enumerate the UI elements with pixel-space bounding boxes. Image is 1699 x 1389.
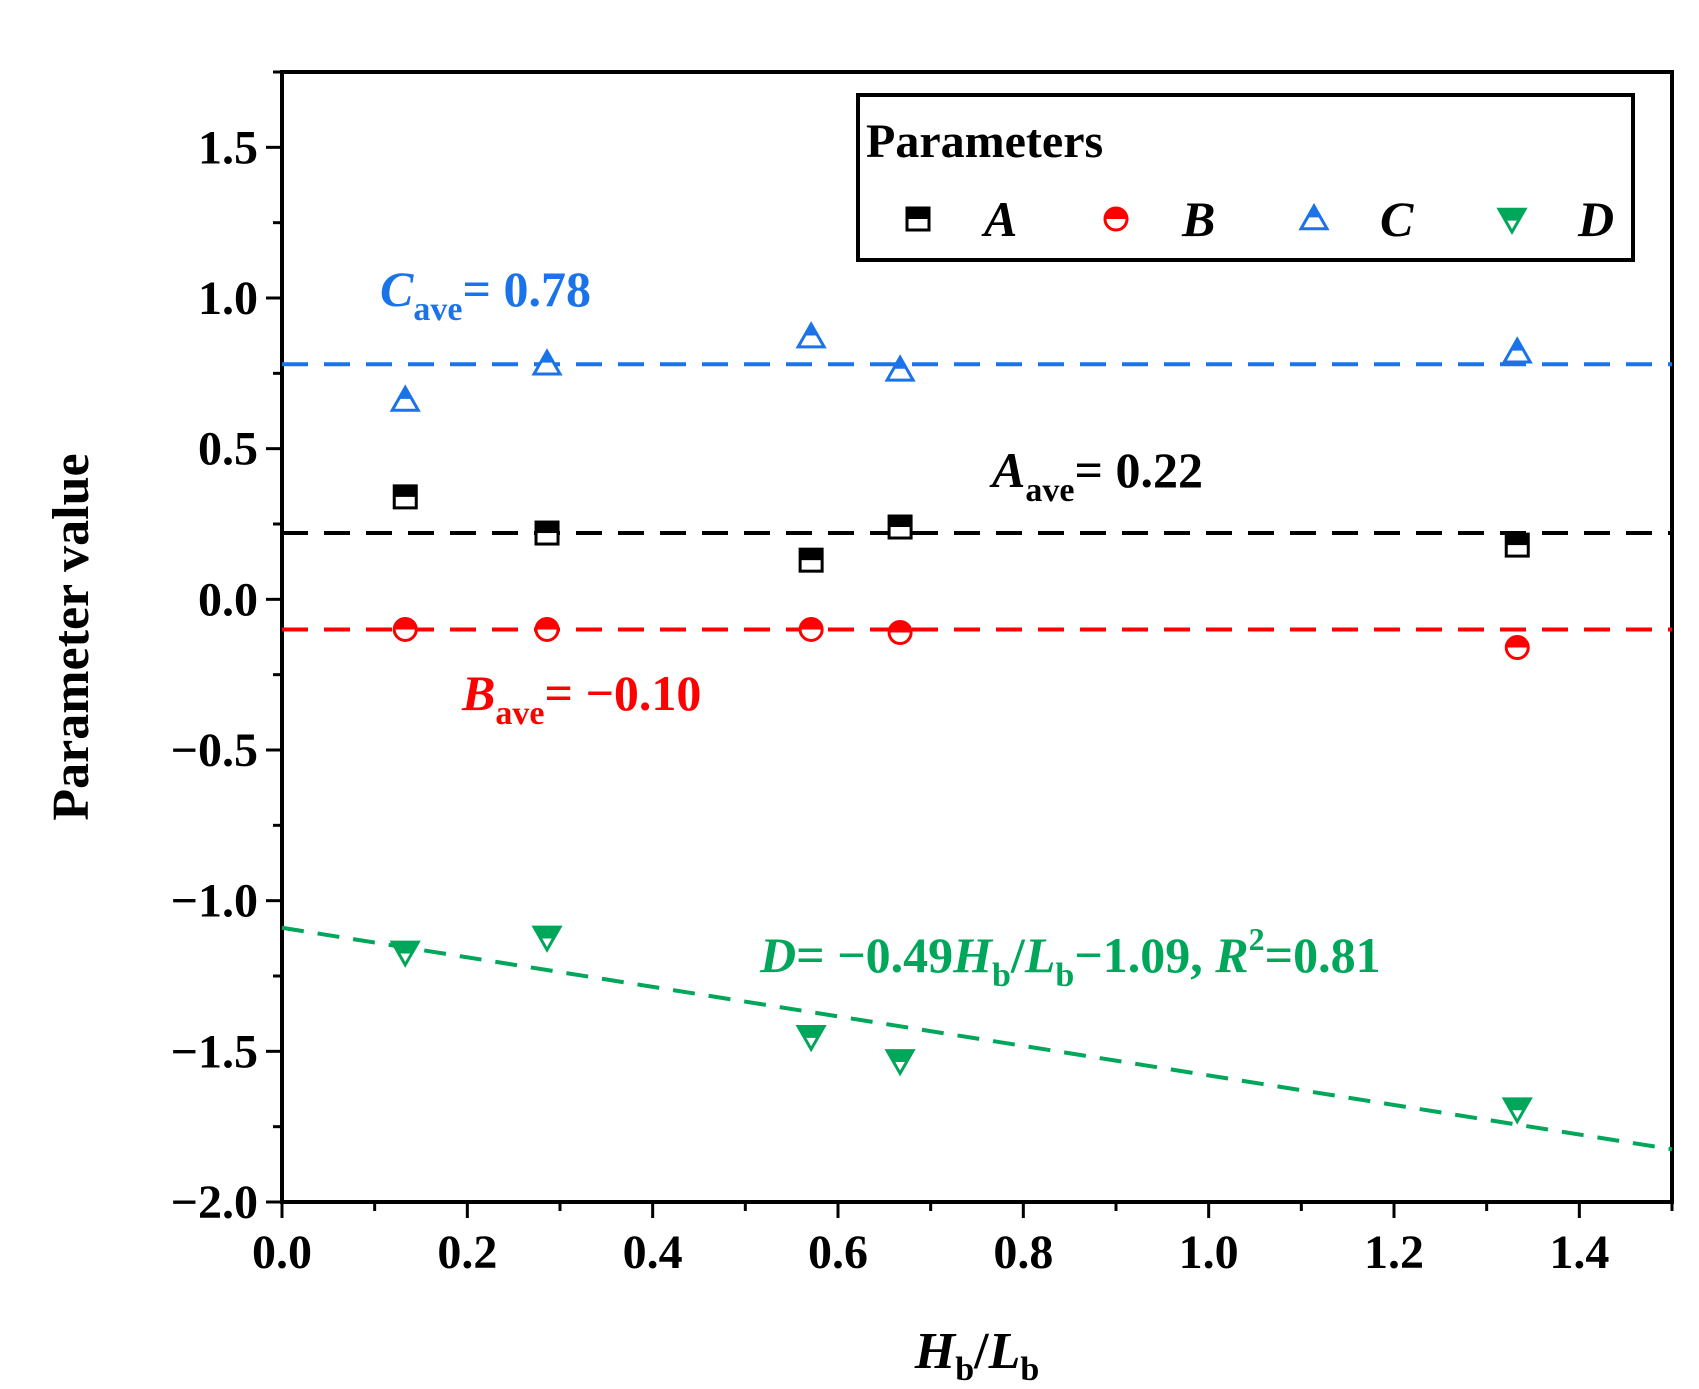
a-average-label: Aave= 0.22 xyxy=(989,442,1203,509)
legend-label-c: C xyxy=(1380,191,1414,247)
point-b xyxy=(392,616,418,642)
d-fit-equation: D= −0.49Hb/Lb−1.09, R2=0.81 xyxy=(759,921,1381,994)
legend-marker-d xyxy=(1496,207,1528,236)
point-a xyxy=(392,484,418,510)
x-tick-label: 0.2 xyxy=(437,1226,497,1279)
plot-frame xyxy=(280,70,1674,1204)
y-axis-title: Parameter value xyxy=(43,453,100,820)
x-tick-label: 1.0 xyxy=(1179,1226,1239,1279)
legend-label-a: A xyxy=(981,191,1017,247)
x-tick-label: 1.2 xyxy=(1364,1226,1424,1279)
legend: Parameters A B C D xyxy=(856,93,1635,262)
point-d xyxy=(884,1049,916,1077)
marker-fill xyxy=(1499,209,1525,221)
y-tick-label: 0.5 xyxy=(198,423,258,476)
legend-marker-b xyxy=(1103,206,1129,232)
y-tick-label: −2.0 xyxy=(171,1176,258,1229)
marker-fill xyxy=(540,351,554,363)
point-c xyxy=(1501,336,1533,364)
point-d xyxy=(389,940,421,968)
point-a xyxy=(1504,532,1530,558)
y-tick-label: −1.0 xyxy=(171,875,258,928)
reference-lines xyxy=(281,362,1673,1152)
point-a xyxy=(887,514,913,540)
point-c xyxy=(389,384,421,412)
marker-fill xyxy=(536,618,559,630)
marker-fill xyxy=(804,324,818,336)
marker-fill xyxy=(800,618,823,630)
point-a xyxy=(534,520,560,546)
x-tick-label: 0.4 xyxy=(623,1226,683,1279)
marker-fill xyxy=(1105,208,1127,219)
marker-fill xyxy=(1307,206,1321,218)
y-tick-label: 0.0 xyxy=(198,573,258,626)
point-c xyxy=(884,354,916,382)
point-c xyxy=(531,348,563,376)
x-tick-labels: 0.0 0.2 0.4 0.6 0.8 1.0 1.2 1.4 xyxy=(252,1226,1609,1279)
point-b xyxy=(1504,635,1530,661)
marker-fill xyxy=(1506,636,1529,648)
legend-box xyxy=(856,93,1635,262)
marker-fill xyxy=(889,516,912,528)
marker-fill xyxy=(1504,1098,1531,1111)
x-tick-label: 0.6 xyxy=(808,1226,868,1279)
axis-ticks xyxy=(266,70,1674,1218)
point-c xyxy=(795,321,827,349)
legend-marker-a xyxy=(905,206,931,232)
marker-fill xyxy=(887,1050,914,1062)
x-axis-title: Hb/Lb xyxy=(914,1323,1040,1388)
marker-fill xyxy=(907,208,929,219)
legend-marker-c xyxy=(1298,202,1330,231)
y-tick-label: −1.5 xyxy=(171,1025,258,1078)
marker-fill xyxy=(889,621,912,633)
marker-fill xyxy=(394,618,417,630)
y-tick-label: 1.0 xyxy=(198,272,258,325)
marker-fill xyxy=(1510,339,1524,351)
x-tick-label: 0.8 xyxy=(993,1226,1053,1279)
marker-fill xyxy=(394,485,417,497)
point-b xyxy=(534,616,560,642)
legend-title: Parameters xyxy=(866,115,1103,168)
point-d xyxy=(1501,1097,1533,1125)
marker-fill xyxy=(536,522,559,534)
y-tick-label: 1.5 xyxy=(198,121,258,174)
marker-fill xyxy=(800,549,823,561)
y-tick-labels: −2.0 −1.5 −1.0 −0.5 0.0 0.5 1.0 1.5 xyxy=(171,121,258,1229)
marker-fill xyxy=(398,387,412,399)
marker-fill xyxy=(1506,534,1529,546)
data-points xyxy=(389,321,1533,1125)
y-tick-label: −0.5 xyxy=(171,724,258,777)
legend-label-b: B xyxy=(1181,191,1215,247)
marker-fill xyxy=(392,942,419,954)
marker-fill xyxy=(798,1026,825,1038)
point-d xyxy=(531,925,563,953)
marker-fill xyxy=(534,927,561,939)
fit-line-d xyxy=(281,925,1673,1152)
x-tick-label: 0.0 xyxy=(252,1226,312,1279)
point-d xyxy=(795,1025,827,1053)
point-b xyxy=(798,616,824,642)
legend-label-d: D xyxy=(1577,191,1614,247)
b-average-label: Bave= −0.10 xyxy=(461,665,701,732)
point-b xyxy=(887,619,913,645)
point-a xyxy=(798,547,824,573)
x-tick-label: 1.4 xyxy=(1549,1226,1609,1279)
legend-items: A B C D xyxy=(905,191,1614,247)
c-average-label: Cave= 0.78 xyxy=(380,261,591,328)
marker-fill xyxy=(893,357,907,369)
